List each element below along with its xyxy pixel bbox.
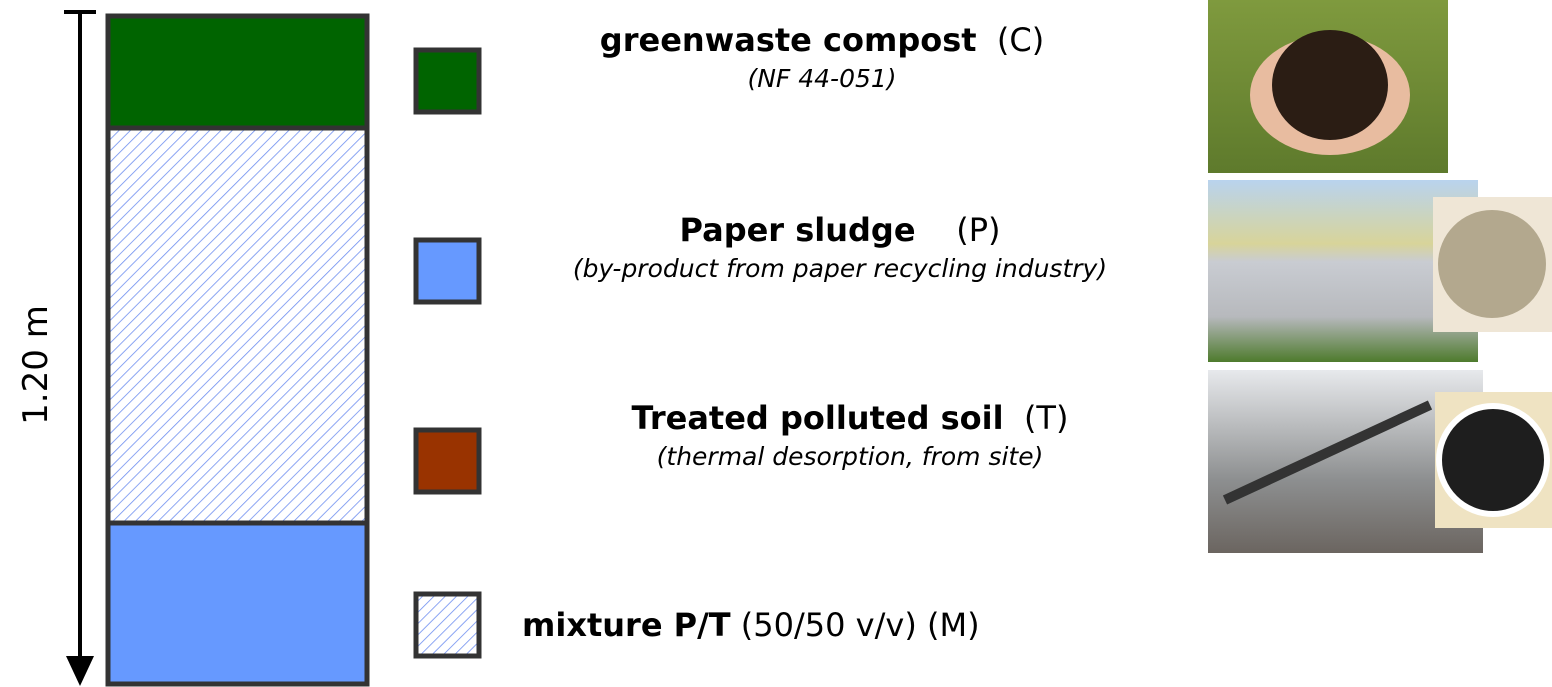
item-note: (thermal desorption, from site)	[656, 442, 1044, 471]
photo-soil	[1208, 370, 1552, 553]
swatch-soil	[413, 427, 482, 495]
item-code: (M)	[926, 606, 980, 644]
dimension-arrow	[64, 10, 96, 686]
item-code: (T)	[1023, 399, 1069, 437]
item-name: greenwaste compost	[599, 21, 977, 59]
item-note: (by-product from paper recycling industr…	[572, 254, 1108, 283]
item-name: mixture P/T	[522, 606, 731, 644]
swatch-sludge	[413, 237, 482, 305]
legend-item: mixture P/T (50/50 v/v) (M)	[522, 605, 980, 645]
profile-column	[105, 13, 370, 687]
photo-compost	[1208, 0, 1448, 173]
mixture-layer	[105, 125, 370, 526]
dimension-label: 1.20 m	[16, 305, 56, 425]
legend-item: Paper sludge (P) (by-product from paper …	[560, 210, 1120, 288]
item-code: (P)	[956, 211, 1001, 249]
photo-sludge	[1208, 180, 1552, 362]
compost-layer	[105, 13, 370, 131]
swatch-compost	[413, 47, 482, 115]
item-name: Paper sludge	[679, 211, 916, 249]
sludge-layer	[105, 520, 370, 687]
item-name: Treated polluted soil	[631, 399, 1004, 437]
item-note: (NF 44-051)	[747, 64, 897, 93]
legend-item: Treated polluted soil (T) (thermal desor…	[560, 398, 1140, 476]
item-detail: (50/50 v/v)	[740, 606, 917, 644]
legend-item: greenwaste compost (C) (NF 44-051)	[522, 20, 1122, 98]
swatch-mixture	[413, 591, 482, 659]
item-code: (C)	[996, 21, 1045, 59]
